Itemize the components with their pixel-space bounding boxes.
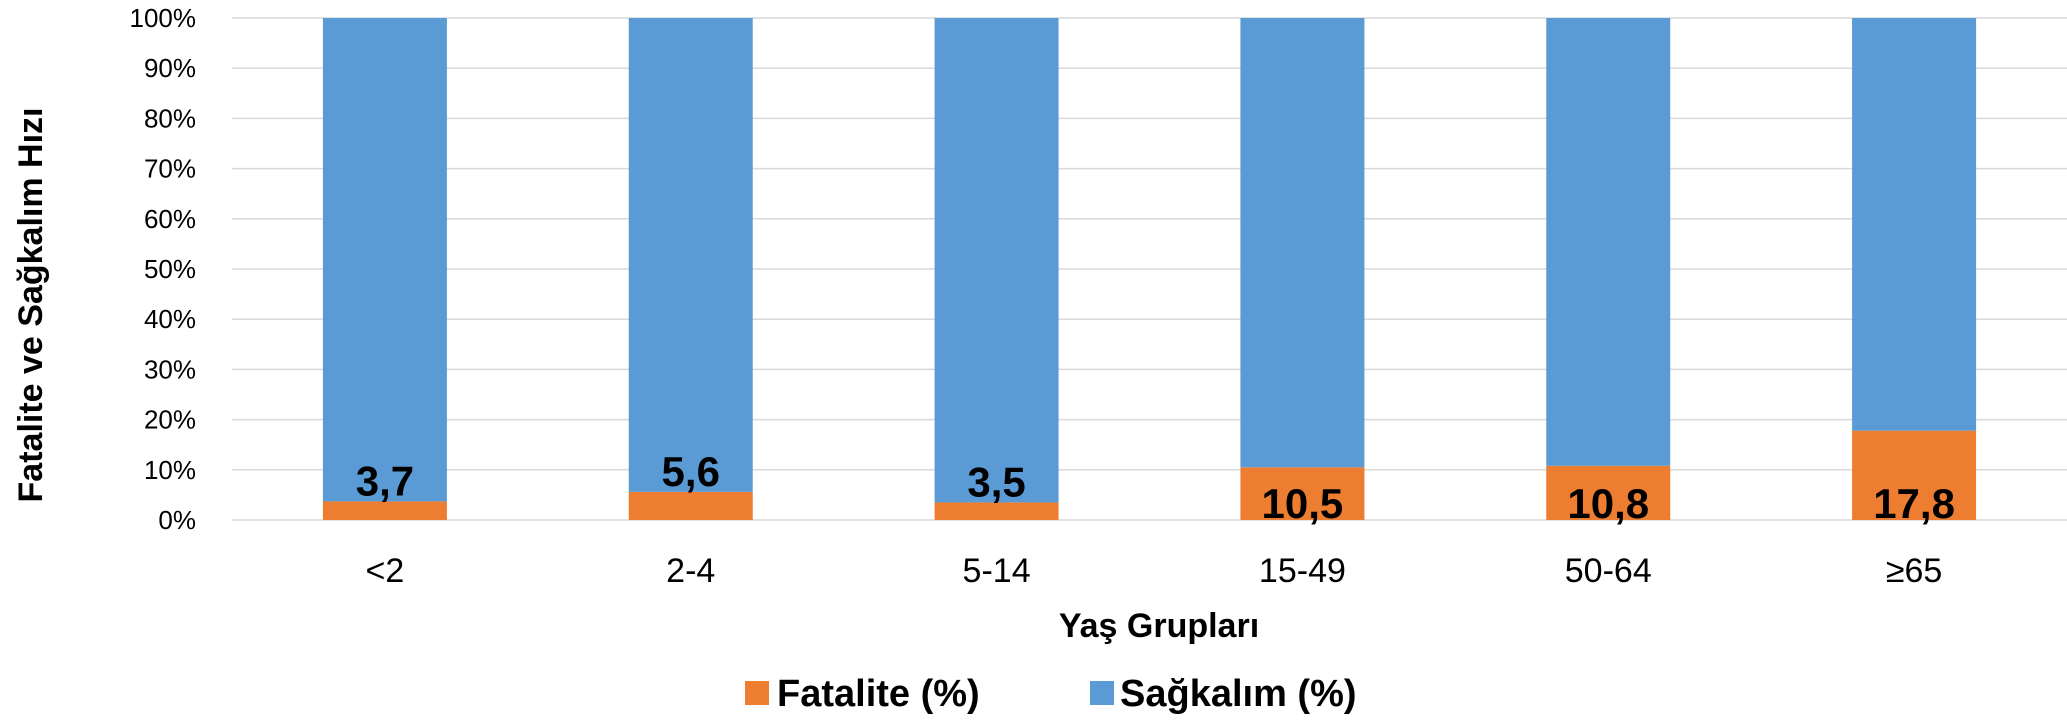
gridlines bbox=[232, 17, 2067, 521]
legend-label: Fatalite (%) bbox=[777, 673, 980, 715]
x-tick-label: 2-4 bbox=[666, 552, 715, 590]
y-tick-label: 20% bbox=[144, 405, 196, 435]
x-axis-title: Yaş Grupları bbox=[1059, 607, 1259, 645]
data-label: 10,5 bbox=[1262, 480, 1344, 527]
bar-fatalite bbox=[1546, 465, 1671, 520]
data-label: 3,7 bbox=[356, 457, 414, 504]
y-axis-ticks: 0% 10% 20% 30% 40% 50% 60% 70% 80% 90% 100% bbox=[130, 3, 197, 535]
legend: Fatalite (%) Sağkalım (%) bbox=[745, 673, 1357, 715]
y-tick-label: 60% bbox=[144, 204, 196, 234]
bar-sagkalim bbox=[1240, 18, 1365, 468]
legend-swatch bbox=[1090, 681, 1114, 705]
data-label: 10,8 bbox=[1567, 480, 1649, 527]
y-tick-label: 30% bbox=[144, 354, 196, 384]
bar-fatalite bbox=[628, 491, 753, 520]
bars bbox=[322, 18, 1977, 520]
y-tick-label: 0% bbox=[158, 505, 196, 535]
y-axis-title: Fatalite ve Sağkalım Hızı bbox=[12, 108, 50, 503]
x-tick-label: 5-14 bbox=[963, 552, 1031, 590]
x-tick-label: <2 bbox=[366, 552, 405, 590]
x-tick-label: 50-64 bbox=[1565, 552, 1652, 590]
bar-sagkalim bbox=[934, 18, 1059, 503]
bar-fatalite bbox=[322, 501, 447, 520]
data-label: 5,6 bbox=[662, 448, 720, 495]
data-label: 17,8 bbox=[1873, 480, 1955, 527]
bar-sagkalim bbox=[322, 18, 447, 502]
bar-sagkalim bbox=[1546, 18, 1671, 466]
y-tick-label: 80% bbox=[144, 103, 196, 133]
y-tick-label: 100% bbox=[130, 3, 197, 33]
legend-label: Sağkalım (%) bbox=[1120, 673, 1357, 715]
bar-fatalite bbox=[1852, 430, 1977, 520]
y-tick-label: 90% bbox=[144, 53, 196, 83]
legend-swatch bbox=[745, 681, 769, 705]
x-tick-label: ≥65 bbox=[1886, 552, 1942, 590]
bar-fatalite bbox=[934, 502, 1059, 520]
y-tick-label: 70% bbox=[144, 154, 196, 184]
bar-sagkalim bbox=[628, 18, 753, 492]
data-label: 3,5 bbox=[967, 458, 1025, 505]
x-axis-ticks: <2 2-4 5-14 15-49 50-64 ≥65 bbox=[366, 552, 1943, 590]
bar-fatalite bbox=[1240, 467, 1365, 520]
bar-sagkalim bbox=[1852, 18, 1977, 431]
y-tick-label: 50% bbox=[144, 254, 196, 284]
y-tick-label: 40% bbox=[144, 304, 196, 334]
x-tick-label: 15-49 bbox=[1259, 552, 1346, 590]
data-labels: 3,7 5,6 3,5 10,5 10,8 17,8 bbox=[356, 448, 1955, 527]
y-tick-label: 10% bbox=[144, 455, 196, 485]
